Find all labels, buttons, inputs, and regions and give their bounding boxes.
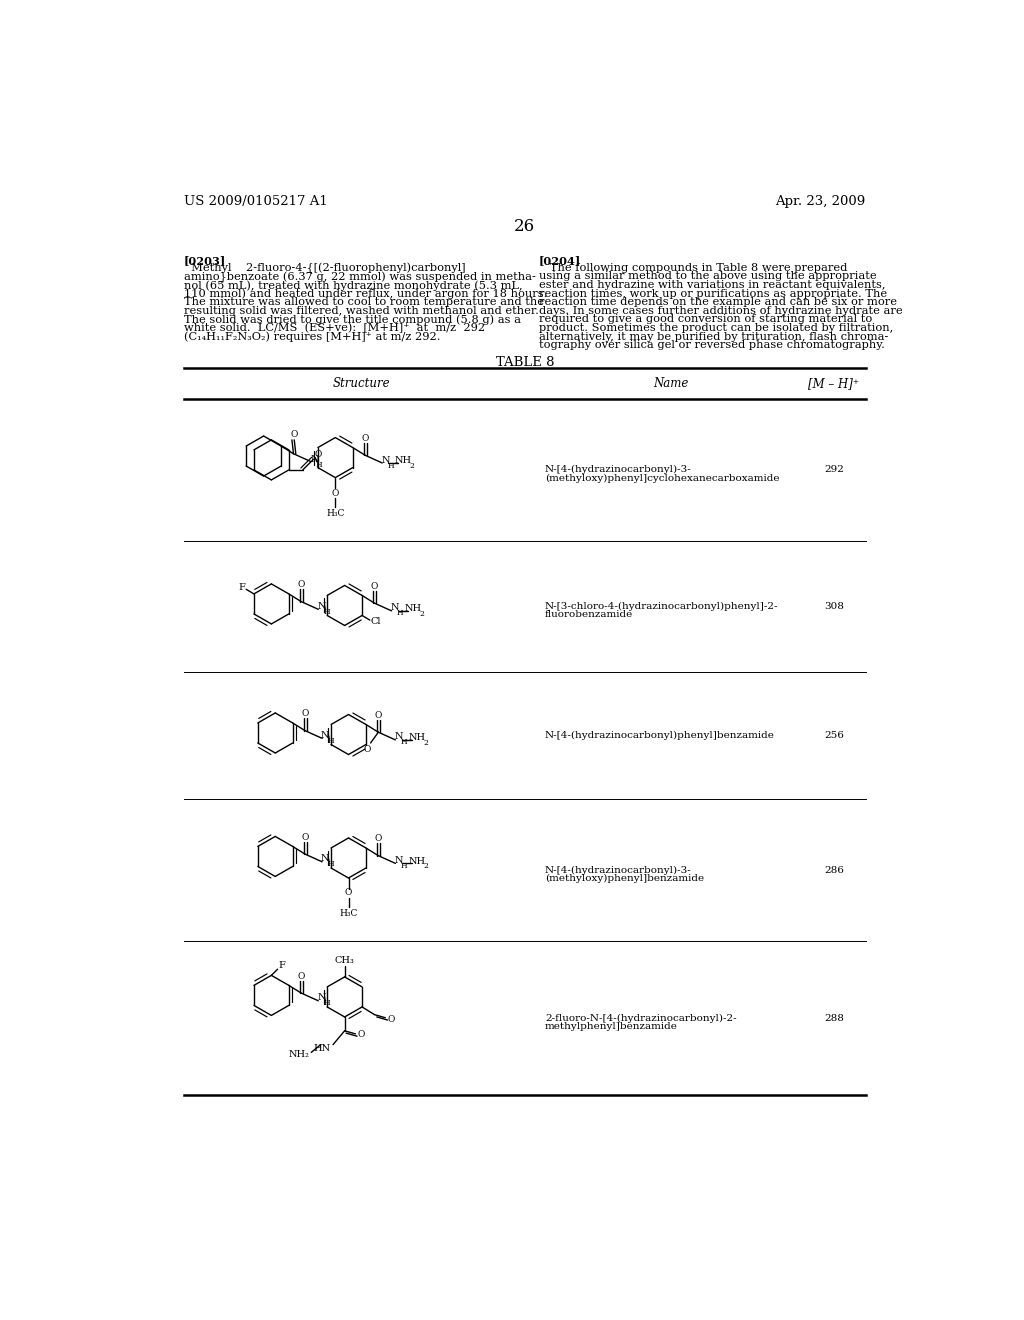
Text: H: H (324, 999, 330, 1007)
Text: NH: NH (404, 605, 422, 612)
Text: 2-fluoro-N-[4-(hydrazinocarbonyl)-2-: 2-fluoro-N-[4-(hydrazinocarbonyl)-2- (545, 1014, 736, 1023)
Text: [M – H]⁺: [M – H]⁺ (809, 376, 859, 389)
Text: O: O (371, 582, 378, 591)
Text: US 2009/0105217 A1: US 2009/0105217 A1 (183, 195, 328, 209)
Text: using a similar method to the above using the appropriate: using a similar method to the above usin… (539, 272, 877, 281)
Text: O: O (301, 709, 309, 718)
Text: fluorobenzamide: fluorobenzamide (545, 610, 633, 619)
Text: N: N (321, 854, 330, 863)
Text: H: H (328, 737, 334, 744)
Text: [0204]: [0204] (539, 255, 581, 265)
Text: TABLE 8: TABLE 8 (496, 356, 554, 370)
Text: 292: 292 (824, 465, 844, 474)
Text: H: H (328, 861, 334, 869)
Text: N: N (390, 603, 399, 612)
Text: H: H (324, 607, 330, 615)
Text: Structure: Structure (333, 376, 390, 389)
Text: O: O (298, 581, 305, 589)
Text: N: N (317, 602, 326, 611)
Text: The following compounds in Table 8 were prepared: The following compounds in Table 8 were … (539, 263, 847, 273)
Text: nol (65 mL), treated with hydrazine monohydrate (5.3 mL,: nol (65 mL), treated with hydrazine mono… (183, 280, 522, 290)
Text: Apr. 23, 2009: Apr. 23, 2009 (775, 195, 866, 209)
Text: The solid was dried to give the title compound (5.8 g) as a: The solid was dried to give the title co… (183, 314, 521, 325)
Text: 2: 2 (423, 862, 428, 870)
Text: N: N (394, 855, 402, 865)
Text: F: F (279, 961, 286, 970)
Text: [0203]: [0203] (183, 255, 226, 265)
Text: F: F (239, 583, 245, 593)
Text: NH: NH (409, 857, 426, 866)
Text: 256: 256 (824, 731, 844, 741)
Text: amino}benzoate (6.37 g, 22 mmol) was suspended in metha-: amino}benzoate (6.37 g, 22 mmol) was sus… (183, 272, 536, 282)
Text: O: O (291, 430, 298, 440)
Text: O: O (364, 744, 371, 754)
Text: methylphenyl]benzamide: methylphenyl]benzamide (545, 1022, 678, 1031)
Text: alternatively, it may be purified by trituration, flash chroma-: alternatively, it may be purified by tri… (539, 331, 888, 342)
Text: required to give a good conversion of starting material to: required to give a good conversion of st… (539, 314, 872, 325)
Text: tography over silica gel or reversed phase chromatography.: tography over silica gel or reversed pha… (539, 341, 885, 350)
Text: white solid.  LC/MS  (ES+ve):  [M+H]⁺  at  m/z  292: white solid. LC/MS (ES+ve): [M+H]⁺ at m/… (183, 323, 485, 334)
Text: N: N (321, 731, 330, 739)
Text: (methyloxy)phenyl]cyclohexanecarboxamide: (methyloxy)phenyl]cyclohexanecarboxamide (545, 474, 779, 483)
Text: product. Sometimes the product can be isolated by filtration,: product. Sometimes the product can be is… (539, 323, 893, 333)
Text: 110 mmol) and heated under reflux, under argon for 18 hours.: 110 mmol) and heated under reflux, under… (183, 289, 547, 300)
Text: 286: 286 (824, 866, 844, 875)
Text: NH: NH (394, 457, 412, 465)
Text: N: N (310, 454, 318, 463)
Text: N: N (382, 457, 390, 465)
Text: days. In some cases further additions of hydrazine hydrate are: days. In some cases further additions of… (539, 306, 902, 315)
Text: H: H (400, 862, 408, 870)
Text: N-[3-chloro-4-(hydrazinocarbonyl)phenyl]-2-: N-[3-chloro-4-(hydrazinocarbonyl)phenyl]… (545, 602, 778, 611)
Text: O: O (314, 450, 322, 459)
Text: H₃C: H₃C (339, 909, 357, 917)
Text: resulting solid was filtered, washed with methanol and ether.: resulting solid was filtered, washed wit… (183, 306, 539, 315)
Text: O: O (358, 1030, 366, 1039)
Text: 2: 2 (410, 462, 414, 470)
Text: NH₂: NH₂ (289, 1051, 309, 1059)
Text: N: N (394, 733, 402, 742)
Text: O: O (375, 710, 382, 719)
Text: O: O (388, 1015, 395, 1024)
Text: N-[4-(hydrazinocarbonyl)-3-: N-[4-(hydrazinocarbonyl)-3- (545, 465, 691, 474)
Text: H: H (400, 738, 408, 746)
Text: (methyloxy)phenyl]benzamide: (methyloxy)phenyl]benzamide (545, 874, 705, 883)
Text: 308: 308 (824, 602, 844, 611)
Text: CH₃: CH₃ (335, 956, 354, 965)
Text: reaction time depends on the example and can be six or more: reaction time depends on the example and… (539, 297, 897, 308)
Text: O: O (375, 834, 382, 843)
Text: 2: 2 (423, 739, 428, 747)
Text: NH: NH (409, 733, 426, 742)
Text: (C₁₄H₁₁F₂N₃O₂) requires [M+H]⁺ at m/z 292.: (C₁₄H₁₁F₂N₃O₂) requires [M+H]⁺ at m/z 29… (183, 331, 440, 342)
Text: The mixture was allowed to cool to room temperature and the: The mixture was allowed to cool to room … (183, 297, 544, 308)
Text: H: H (387, 462, 394, 470)
Text: O: O (361, 434, 369, 442)
Text: N-[4-(hydrazinocarbonyl)phenyl]benzamide: N-[4-(hydrazinocarbonyl)phenyl]benzamide (545, 731, 775, 741)
Text: H: H (396, 609, 403, 618)
Text: Cl: Cl (370, 618, 381, 626)
Text: O: O (298, 972, 305, 981)
Text: 2: 2 (419, 610, 424, 618)
Text: ester and hydrazine with variations in reactant equivalents,: ester and hydrazine with variations in r… (539, 280, 886, 290)
Text: O: O (301, 833, 309, 842)
Text: N-[4-(hydrazinocarbonyl)-3-: N-[4-(hydrazinocarbonyl)-3- (545, 866, 691, 875)
Text: O: O (332, 488, 339, 498)
Text: H₃C: H₃C (326, 508, 344, 517)
Text: reaction times, work up or purifications as appropriate. The: reaction times, work up or purifications… (539, 289, 887, 298)
Text: N: N (317, 993, 326, 1002)
Text: 26: 26 (514, 218, 536, 235)
Text: Name: Name (653, 376, 688, 389)
Text: H: H (315, 461, 323, 469)
Text: Methyl    2-fluoro-4-{[(2-fluorophenyl)carbonyl]: Methyl 2-fluoro-4-{[(2-fluorophenyl)carb… (183, 263, 466, 275)
Text: O: O (345, 888, 352, 898)
Text: HN: HN (313, 1044, 331, 1053)
Text: 288: 288 (824, 1014, 844, 1023)
